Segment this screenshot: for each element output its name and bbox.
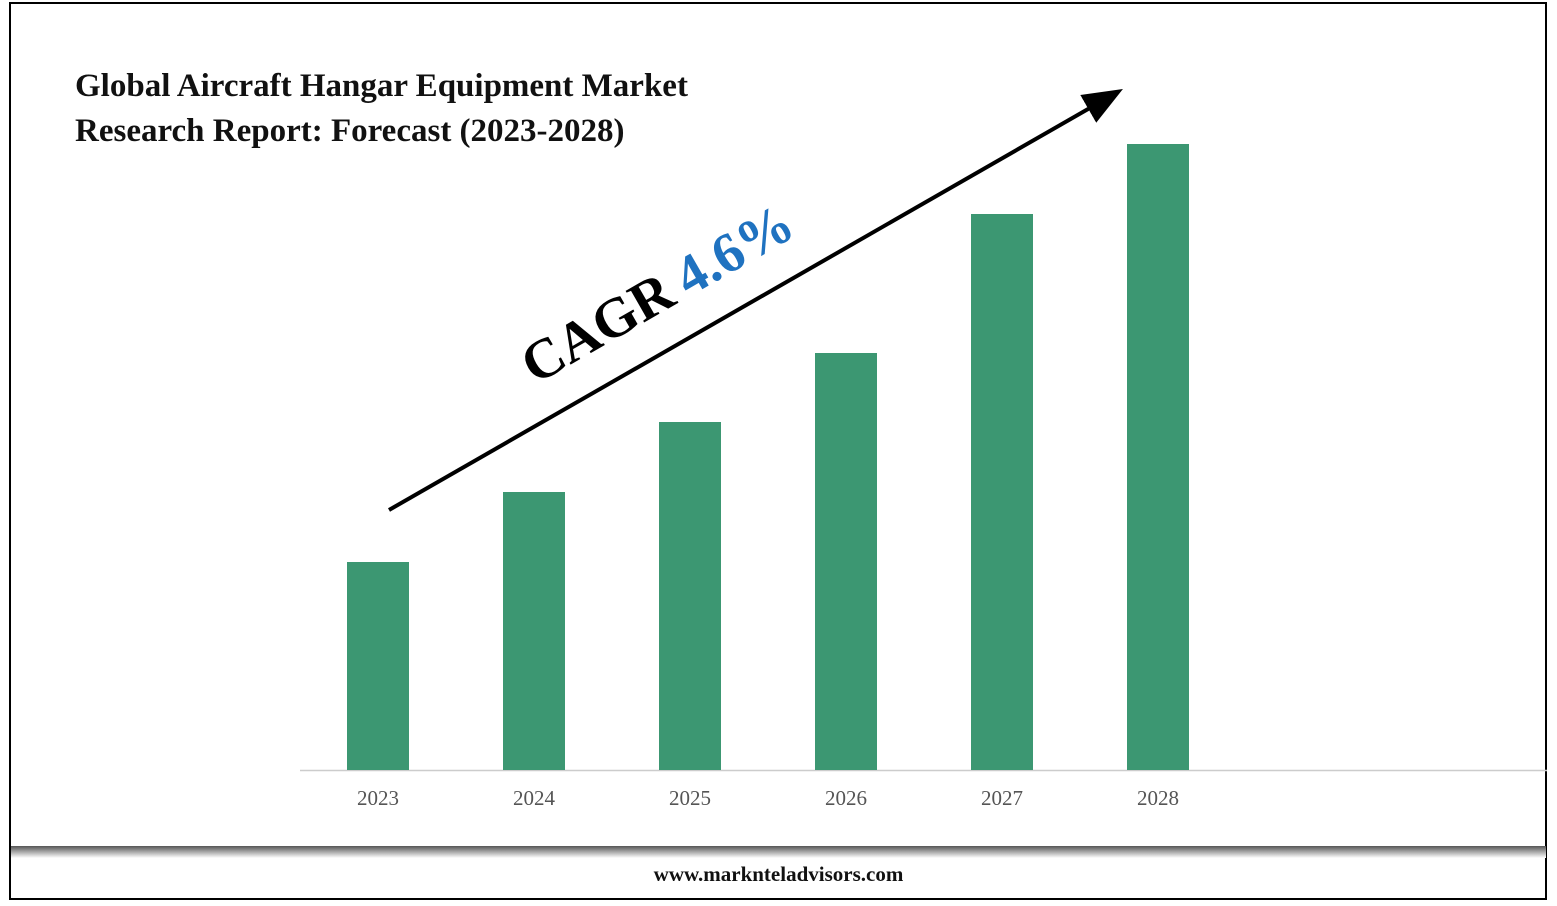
bar-2024: [503, 492, 565, 770]
chart-frame: [9, 2, 1547, 900]
bar-2023: [347, 562, 409, 770]
x-tick-label: 2027: [981, 786, 1023, 810]
divider-shadow: [11, 846, 1546, 858]
bar-2026: [815, 353, 877, 770]
cagr-value: 4.6%: [664, 192, 804, 308]
x-tick-label: 2024: [513, 786, 556, 810]
footer-url: www.marknteladvisors.com: [653, 862, 904, 886]
x-tick-label: 2025: [669, 786, 711, 810]
cagr-label: CAGR: [511, 260, 685, 396]
x-tick-label: 2026: [825, 786, 867, 810]
bar-2027: [971, 214, 1033, 770]
cagr-annotation: CAGR4.6%: [511, 192, 805, 396]
x-tick-label: 2028: [1137, 786, 1179, 810]
x-tick-label: 2023: [357, 786, 399, 810]
chart-title: Global Aircraft Hangar Equipment Market …: [75, 68, 688, 149]
bar-2025: [659, 422, 721, 770]
growth-arrow: [388, 89, 1123, 512]
bar-2028: [1127, 144, 1189, 770]
